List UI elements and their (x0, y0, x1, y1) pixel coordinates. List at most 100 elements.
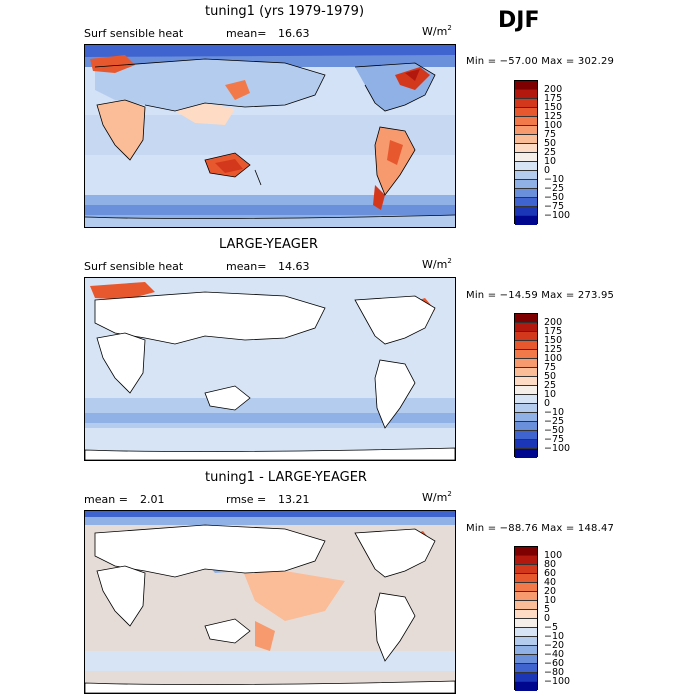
colorbar-tick-label: 150 (544, 101, 563, 113)
panel-3-rmse-label: rmse = (226, 493, 267, 506)
panel-1-map (84, 44, 456, 228)
colorbar-swatch (515, 81, 537, 90)
panel-2-map (84, 277, 456, 461)
colorbar-tick-label: −20 (544, 639, 565, 651)
colorbar-swatch (515, 377, 537, 386)
colorbar-swatch (515, 144, 537, 153)
colorbar-tick-label: −75 (544, 200, 565, 212)
colorbar-tick-label: −80 (544, 666, 565, 678)
colorbar-tick-label: −25 (544, 182, 565, 194)
colorbar-swatch (515, 135, 537, 144)
colorbar-tick-label: 0 (544, 397, 551, 409)
colorbar-tick-label: 100 (544, 549, 563, 561)
panel-1-variable-label: Surf sensible heat (84, 27, 184, 40)
colorbar-tick-label: 0 (544, 612, 551, 624)
colorbar-tick-label: 10 (544, 388, 557, 400)
colorbar-swatch (515, 601, 537, 610)
colorbar-swatch (515, 431, 537, 440)
colorbar-swatch (515, 171, 537, 180)
colorbar-swatch (515, 359, 537, 368)
colorbar-swatch (515, 207, 537, 216)
panel-2-variable-label: Surf sensible heat (84, 260, 184, 273)
colorbar-swatch (515, 126, 537, 135)
colorbar-swatch (515, 655, 537, 664)
colorbar-swatch (515, 153, 537, 162)
panel-3-mean-label: mean = (84, 493, 128, 506)
colorbar-swatch (515, 341, 537, 350)
colorbar-tick-label: 25 (544, 379, 557, 391)
colorbar-swatch (515, 413, 537, 422)
colorbar-swatch (515, 565, 537, 574)
panel-2-units: W/m2 (422, 257, 452, 271)
panel-2-mean-label: mean= (226, 260, 267, 273)
colorbar-tick-label: 175 (544, 92, 563, 104)
colorbar-tick-label: 100 (544, 119, 563, 131)
colorbar-tick-label: −50 (544, 191, 565, 203)
colorbar-tick-label: −10 (544, 630, 565, 642)
colorbar-swatch (515, 664, 537, 673)
colorbar-tick-label: −40 (544, 648, 565, 660)
colorbar-tick-label: 5 (544, 603, 551, 615)
panel-3-min-max: Min = −88.76 Max = 148.47 (466, 523, 615, 534)
colorbar-swatch (515, 592, 537, 601)
colorbar-swatch (515, 583, 537, 592)
colorbar-swatch (515, 117, 537, 126)
colorbar-tick-label: −5 (544, 621, 559, 633)
colorbar-swatch (515, 682, 537, 691)
colorbar-tick-label: 60 (544, 567, 557, 579)
colorbar-tick-label: 75 (544, 361, 557, 373)
panel-1-min-max: Min = −57.00 Max = 302.29 (466, 56, 615, 67)
colorbar-tick-label: 75 (544, 128, 557, 140)
colorbar-tick-label: 10 (544, 155, 557, 167)
panel-2-min-max: Min = −14.59 Max = 273.95 (466, 290, 615, 301)
colorbar-tick-label: −10 (544, 173, 565, 185)
colorbar-tick-label: −100 (544, 209, 571, 221)
colorbar-swatch (515, 108, 537, 117)
panel-3-map (84, 510, 456, 694)
colorbar-swatch (515, 198, 537, 207)
colorbar-swatch (515, 449, 537, 458)
colorbar-swatch (515, 350, 537, 359)
colorbar-tick-label: 200 (544, 316, 563, 328)
colorbar-tick-label: 10 (544, 594, 557, 606)
colorbar-tick-label: 150 (544, 334, 563, 346)
panel-3-mean-value: 2.01 (140, 493, 165, 506)
colorbar-swatch (515, 556, 537, 565)
panel-3-units: W/m2 (422, 490, 452, 504)
colorbar-tick-label: 50 (544, 137, 557, 149)
colorbar-swatch (515, 332, 537, 341)
colorbar-tick-label: 125 (544, 343, 563, 355)
colorbar-swatch (515, 216, 537, 225)
panel-1-units: W/m2 (422, 24, 452, 38)
colorbar-swatch (515, 574, 537, 583)
colorbar-tick-label: −50 (544, 424, 565, 436)
panel-3-rmse-value: 13.21 (278, 493, 310, 506)
colorbar-swatch (515, 628, 537, 637)
colorbar-tick-label: 125 (544, 110, 563, 122)
panel-2-colorbar (514, 313, 538, 458)
colorbar-swatch (515, 440, 537, 449)
colorbar-tick-label: 100 (544, 352, 563, 364)
colorbar-swatch (515, 162, 537, 171)
colorbar-swatch (515, 314, 537, 323)
colorbar-tick-label: 200 (544, 83, 563, 95)
colorbar-tick-label: −60 (544, 657, 565, 669)
colorbar-swatch (515, 673, 537, 682)
colorbar-tick-label: 50 (544, 370, 557, 382)
colorbar-swatch (515, 323, 537, 332)
colorbar-swatch (515, 395, 537, 404)
colorbar-swatch (515, 90, 537, 99)
panel-3-colorbar (514, 546, 538, 691)
colorbar-tick-label: 0 (544, 164, 551, 176)
colorbar-tick-label: 40 (544, 576, 557, 588)
colorbar-tick-label: −75 (544, 433, 565, 445)
colorbar-swatch (515, 646, 537, 655)
colorbar-tick-label: 25 (544, 146, 557, 158)
colorbar-tick-label: 20 (544, 585, 557, 597)
panel-1-mean-label: mean= (226, 27, 267, 40)
panel-3-title: tuning1 - LARGE-YEAGER (205, 470, 367, 485)
panel-2-title: LARGE-YEAGER (219, 237, 319, 252)
colorbar-tick-label: −100 (544, 442, 571, 454)
colorbar-swatch (515, 619, 537, 628)
panel-1-mean-value: 16.63 (278, 27, 310, 40)
